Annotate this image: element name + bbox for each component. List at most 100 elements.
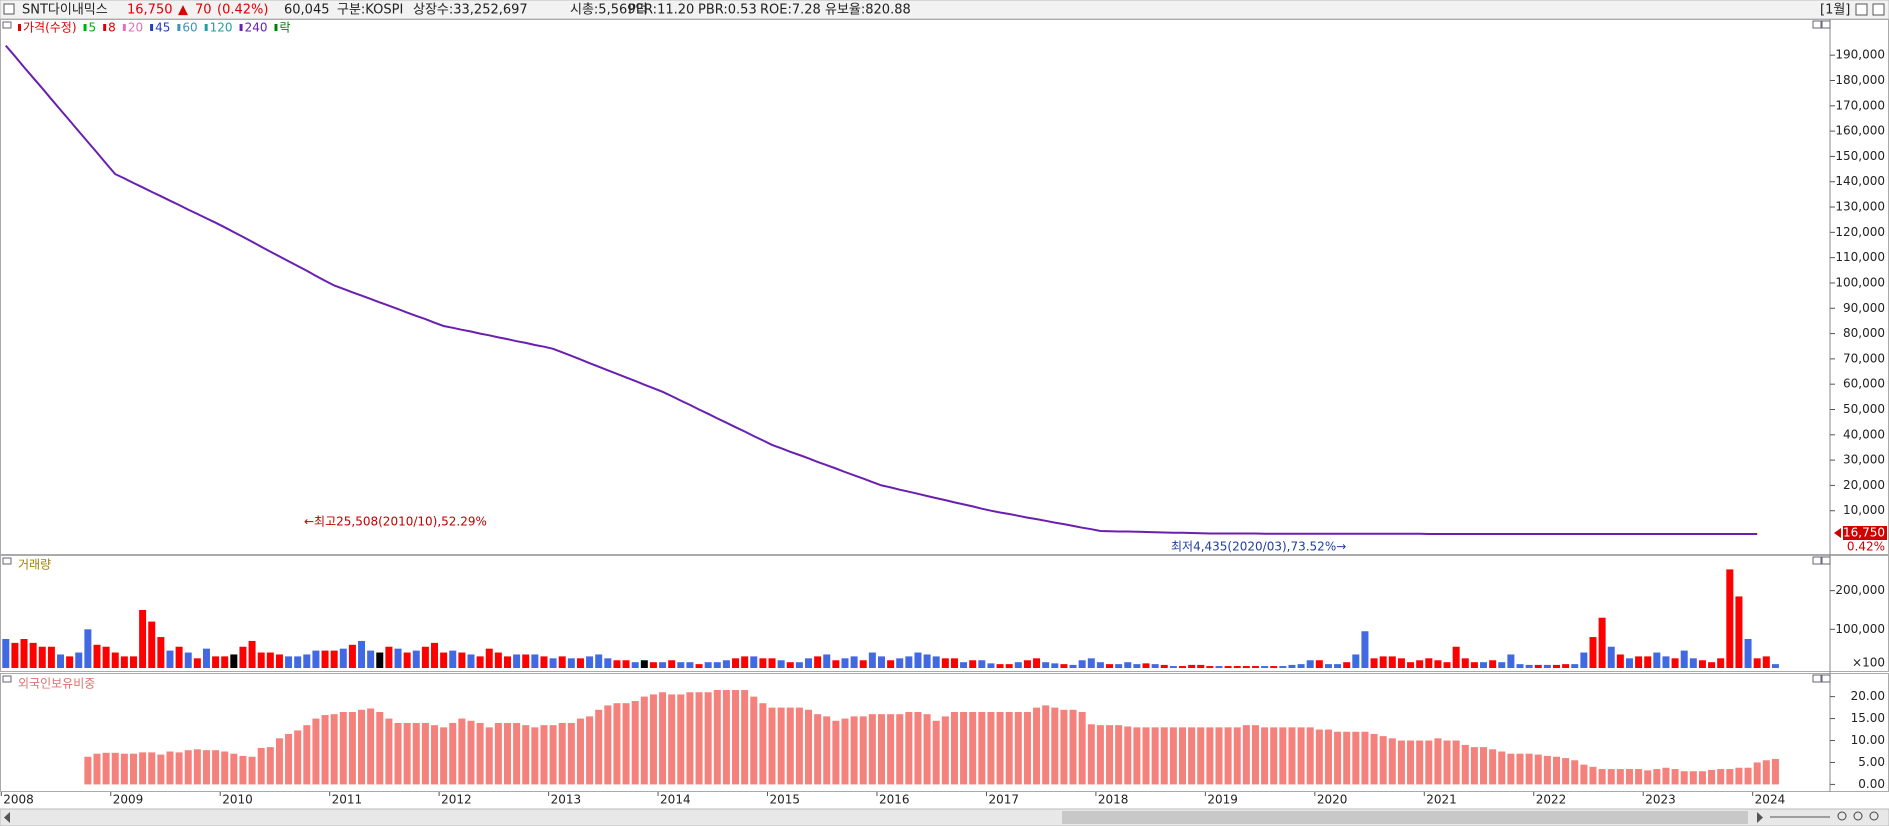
bar: [513, 654, 521, 668]
zoom-in[interactable]: [1853, 811, 1863, 821]
last-price: 16,750: [1843, 526, 1885, 540]
checkbox[interactable]: [3, 3, 15, 15]
bar: [613, 703, 621, 785]
bar: [157, 637, 165, 668]
panel-icon[interactable]: [2, 675, 12, 683]
bar: [503, 722, 511, 785]
panel-max[interactable]: [1821, 20, 1831, 29]
bar: [1525, 753, 1533, 785]
bar: [1087, 658, 1095, 668]
legend-swatch: [239, 24, 243, 31]
bar: [914, 652, 922, 668]
bar: [1206, 727, 1214, 785]
y-tick-label: 15.00: [1851, 711, 1885, 725]
bar: [932, 720, 940, 785]
bar: [850, 716, 858, 785]
bar: [230, 654, 238, 668]
bar: [184, 652, 192, 668]
bar: [695, 692, 703, 785]
bar: [978, 660, 986, 668]
bar: [741, 656, 749, 668]
bar: [1069, 664, 1077, 668]
bar: [1653, 652, 1661, 668]
bar: [540, 725, 548, 785]
bar: [93, 644, 101, 668]
bar: [841, 658, 849, 668]
bar: [759, 703, 767, 785]
bar: [887, 714, 895, 785]
legend-swatch: [122, 24, 126, 31]
bar: [1762, 656, 1770, 668]
zoom-out[interactable]: [1837, 811, 1847, 821]
bar: [969, 711, 977, 785]
bar: [1507, 654, 1515, 668]
bar: [248, 756, 256, 785]
bar: [38, 646, 46, 668]
bar: [887, 660, 895, 668]
bar: [1188, 664, 1196, 668]
bar: [540, 656, 548, 668]
y-tick-label: 100,000: [1835, 622, 1885, 636]
x-tick-label: 2012: [441, 793, 472, 807]
panel-icon[interactable]: [2, 557, 12, 565]
bar: [1124, 726, 1132, 785]
bar: [1370, 733, 1378, 785]
bar: [102, 646, 110, 668]
bar: [476, 722, 484, 785]
bar: [1762, 760, 1770, 785]
bar: [1033, 658, 1041, 668]
period[interactable]: [1월]: [1820, 3, 1850, 18]
bar: [385, 718, 393, 785]
bar: [1461, 744, 1469, 785]
bar: [1005, 664, 1013, 668]
stock-name: SNT다이내믹스: [22, 3, 108, 18]
close-button[interactable]: [1872, 3, 1885, 16]
bar: [1324, 664, 1332, 668]
x-tick-label: 2015: [770, 793, 801, 807]
bar: [1106, 725, 1114, 785]
maximize-button[interactable]: [1855, 3, 1868, 16]
bar: [713, 690, 721, 785]
bar: [604, 658, 612, 668]
bar: [558, 656, 566, 668]
y-tick-label: 190,000: [1835, 48, 1885, 62]
bar: [987, 663, 995, 668]
bar: [1188, 727, 1196, 785]
bar: [1461, 658, 1469, 668]
y-tick-label: 160,000: [1835, 124, 1885, 138]
bar: [1023, 660, 1031, 668]
bar: [1407, 662, 1415, 668]
y-tick-label: 120,000: [1835, 225, 1885, 239]
bar: [1124, 662, 1132, 668]
bar: [1042, 662, 1050, 668]
bar: [1005, 711, 1013, 785]
bar: [66, 656, 74, 668]
bar: [1370, 658, 1378, 668]
panel-max[interactable]: [1821, 674, 1831, 683]
y-tick-label: 180,000: [1835, 73, 1885, 87]
bar: [129, 753, 137, 785]
bar: [1480, 662, 1488, 668]
panel-icon[interactable]: [2, 21, 12, 29]
bar: [722, 690, 730, 785]
bar: [659, 662, 667, 668]
bar: [166, 650, 174, 668]
bar: [303, 725, 311, 785]
panel-max[interactable]: [1821, 556, 1831, 565]
bar: [348, 711, 356, 785]
bar: [522, 725, 530, 785]
bar: [403, 722, 411, 785]
scroll-thumb[interactable]: [1062, 811, 1748, 824]
bar: [47, 646, 55, 668]
panel-min[interactable]: [1812, 556, 1822, 565]
bar: [950, 658, 958, 668]
panel-min[interactable]: [1812, 674, 1822, 683]
bar: [1598, 617, 1606, 668]
price: 16,750: [127, 3, 173, 18]
bar: [668, 694, 676, 785]
zoom-reset[interactable]: [1869, 811, 1879, 821]
bar: [75, 652, 83, 668]
panel-min[interactable]: [1812, 20, 1822, 29]
bar: [713, 662, 721, 668]
change: 70: [195, 3, 212, 18]
